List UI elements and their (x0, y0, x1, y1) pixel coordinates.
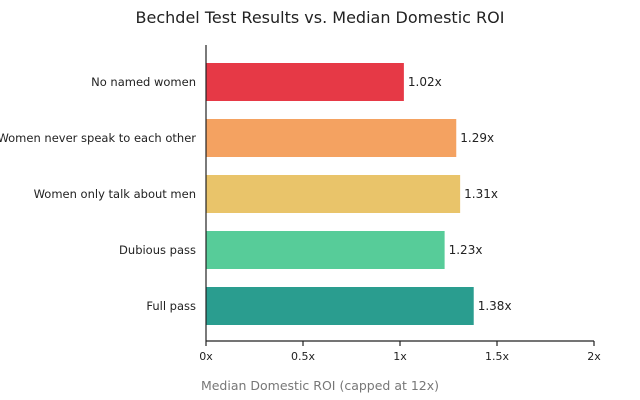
chart-title: Bechdel Test Results vs. Median Domestic… (136, 8, 505, 27)
bar (206, 119, 457, 157)
bar (206, 287, 474, 325)
value-label: 1.29x (460, 131, 494, 145)
bar (206, 231, 445, 269)
x-tick-label: 2x (587, 350, 601, 363)
value-label: 1.31x (464, 187, 498, 201)
x-axis-title: Median Domestic ROI (capped at 12x) (201, 378, 439, 393)
value-labels: 1.02x 1.29x 1.31x 1.23x 1.38x (408, 75, 512, 313)
value-label: 1.02x (408, 75, 442, 89)
bar (206, 175, 461, 213)
category-label: Full pass (146, 299, 196, 313)
bars-layer (206, 63, 474, 325)
x-tick-label: 0x (199, 350, 213, 363)
category-label: Women never speak to each other (0, 131, 196, 145)
category-label: Women only talk about men (34, 187, 196, 201)
value-label: 1.23x (449, 243, 483, 257)
x-tick-label: 1x (393, 350, 407, 363)
x-tick-label: 0.5x (291, 350, 315, 363)
value-label: 1.38x (478, 299, 512, 313)
x-tick-label: 1.5x (485, 350, 509, 363)
category-label: Dubious pass (119, 243, 196, 257)
x-axis-ticks: 0x 0.5x 1x 1.5x 2x (199, 341, 601, 363)
category-labels: No named women Women never speak to each … (0, 75, 196, 313)
bar (206, 63, 404, 101)
category-label: No named women (91, 75, 196, 89)
